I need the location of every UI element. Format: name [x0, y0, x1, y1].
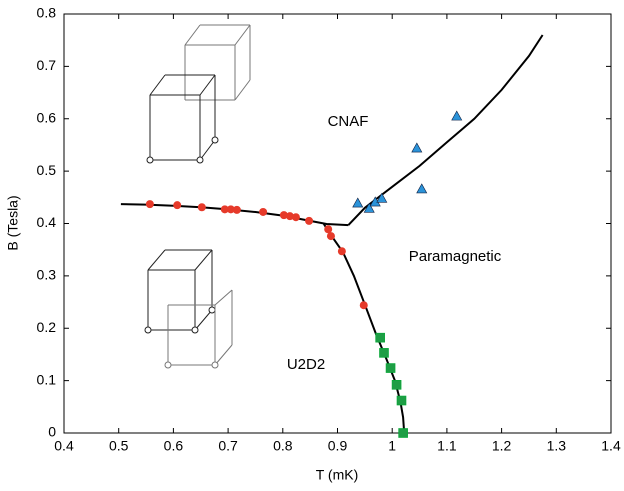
y-tick-label: 0.5: [37, 162, 57, 178]
x-tick-label: 1.4: [601, 438, 621, 454]
u2d2-structure-back: [164, 289, 233, 369]
data-point: [376, 192, 388, 203]
data-point: [411, 142, 423, 153]
cnaf-structure-front: [146, 74, 219, 164]
y-tick-label: 0.7: [37, 57, 57, 73]
u2d2-structure: [144, 249, 216, 334]
data-point: [291, 213, 300, 222]
data-point: [145, 200, 154, 209]
x-tick-label: 1.1: [437, 438, 457, 454]
y-tick-label: 0.3: [37, 267, 57, 283]
data-point: [391, 380, 402, 390]
phase-boundary: [120, 203, 349, 227]
data-point: [324, 225, 333, 234]
x-tick-label: 1.2: [492, 438, 512, 454]
x-tick-label: 0.7: [218, 438, 238, 454]
data-point: [197, 203, 206, 212]
data-point: [285, 212, 294, 221]
data-point: [337, 247, 346, 256]
phase-boundary: [322, 223, 406, 434]
x-tick-label: 0.5: [109, 438, 129, 454]
x-tick-label: 0.4: [54, 438, 74, 454]
data-point: [416, 183, 428, 194]
data-point: [232, 205, 241, 214]
y-axis-title: B (Tesla): [5, 195, 21, 250]
phase-boundary: [347, 34, 544, 226]
data-point: [379, 348, 389, 358]
phase-label: CNAF: [328, 113, 369, 130]
data-point: [226, 205, 235, 214]
phase-label: Paramagnetic: [409, 248, 502, 265]
cnaf-structure-back: [184, 24, 251, 101]
x-tick-label: 1.3: [547, 438, 567, 454]
y-tick-label: 0.4: [37, 214, 57, 230]
data-point: [305, 216, 314, 225]
data-point: [363, 202, 375, 213]
y-tick-label: 0.8: [37, 5, 57, 21]
data-point: [173, 201, 182, 210]
data-point: [352, 197, 364, 208]
data-point: [359, 301, 368, 310]
plot-frame: [63, 13, 612, 434]
data-point: [259, 207, 268, 216]
y-tick-label: 0.1: [37, 371, 57, 387]
data-point: [385, 363, 396, 373]
y-tick-label: 0.2: [37, 319, 57, 335]
data-point: [396, 395, 407, 406]
x-tick-label: 0.8: [273, 438, 293, 454]
data-point: [279, 211, 288, 220]
y-tick-label: 0.6: [37, 109, 57, 125]
x-tick-label: 0.9: [328, 438, 348, 454]
data-point: [398, 428, 408, 438]
data-point: [326, 232, 335, 241]
phase-label: U2D2: [287, 356, 325, 373]
x-tick-label: 0.6: [164, 438, 184, 454]
y-tick-label: 0: [48, 424, 56, 440]
data-point: [220, 205, 229, 214]
data-point: [451, 110, 463, 121]
data-point: [375, 332, 385, 343]
x-axis-title: T (mK): [316, 467, 359, 483]
x-tick-label: 1: [388, 438, 396, 454]
